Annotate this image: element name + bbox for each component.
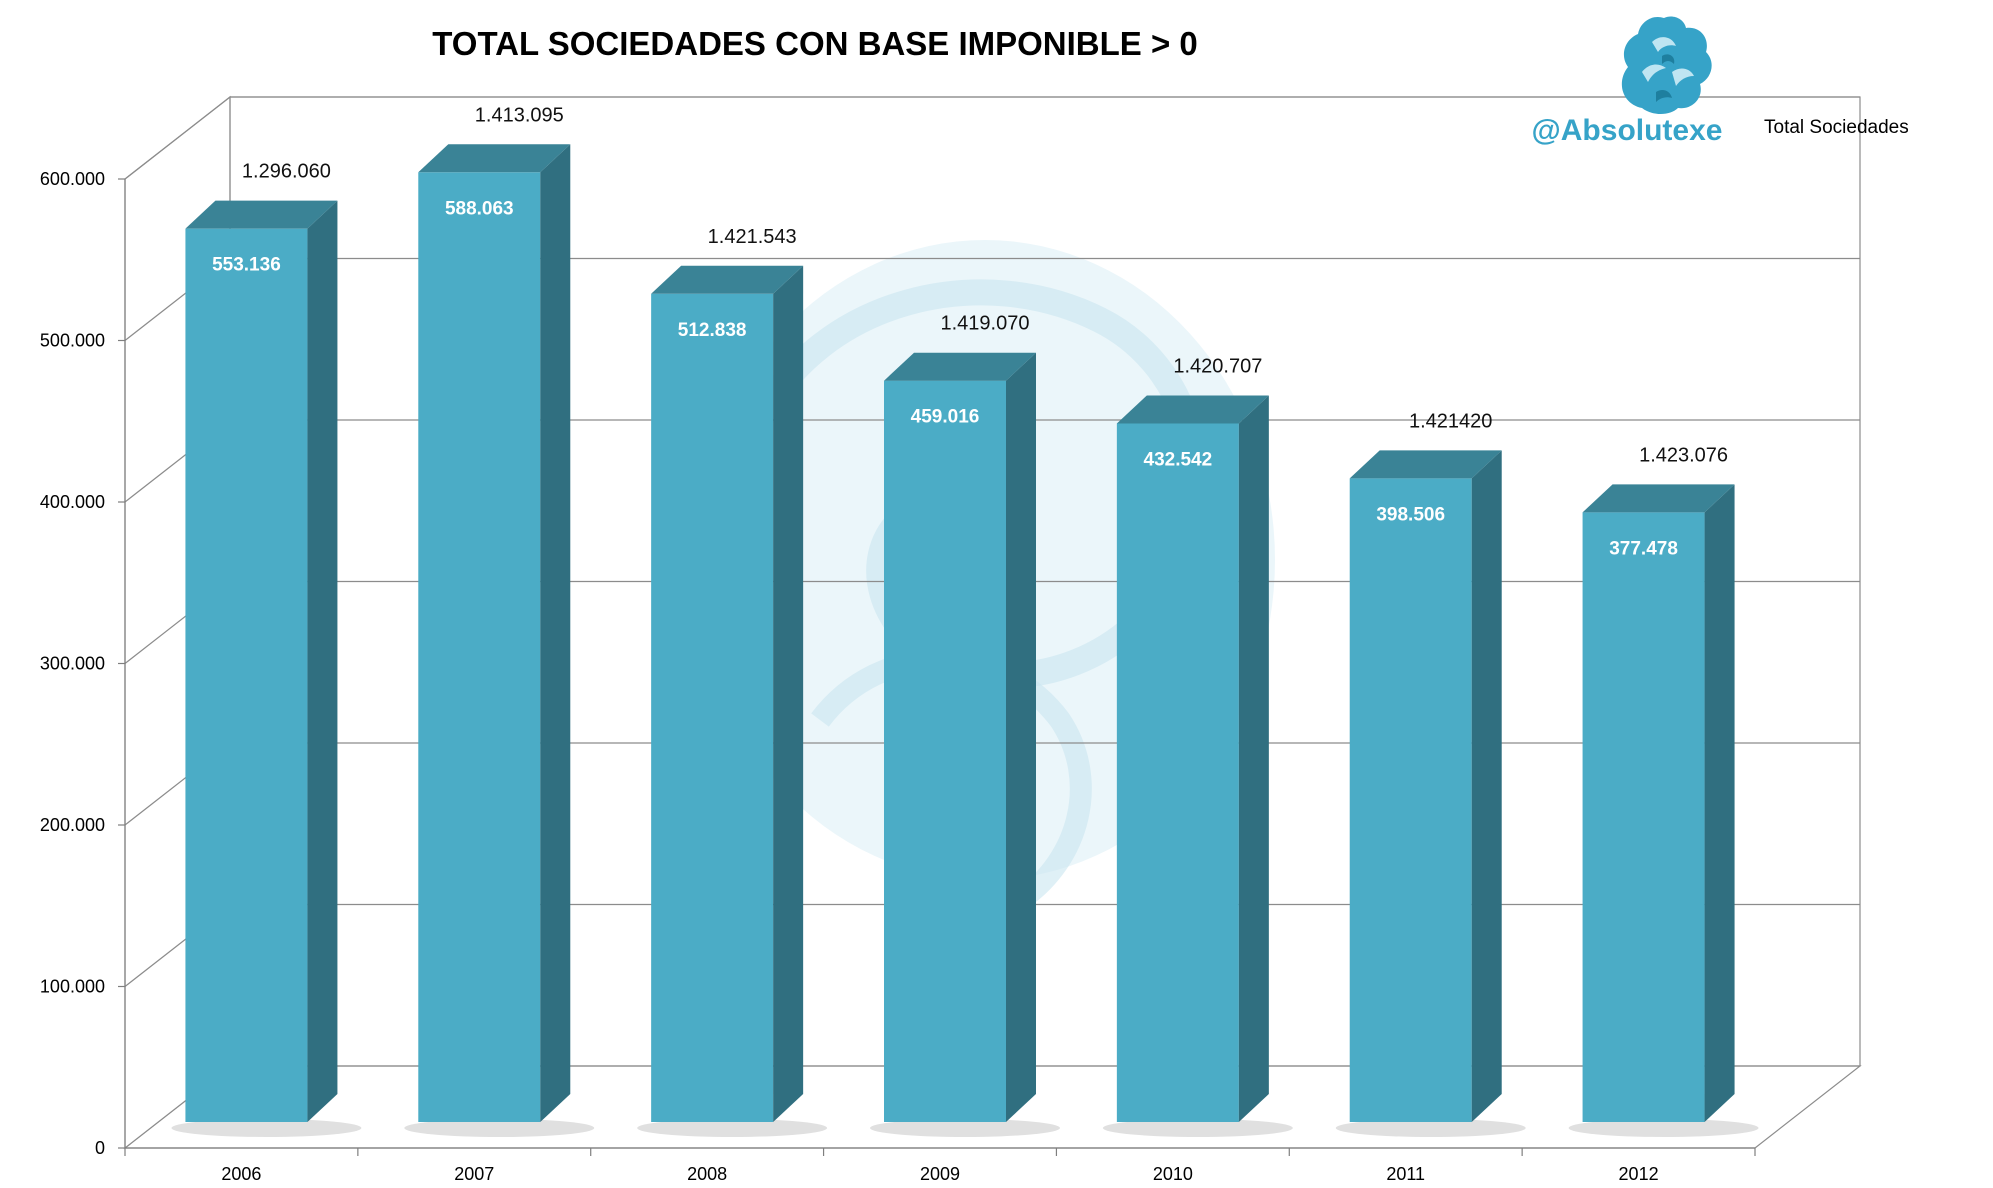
bar — [404, 144, 595, 1137]
bar-front — [185, 228, 308, 1122]
bar-side — [1006, 352, 1036, 1122]
x-tick-label: 2006 — [221, 1164, 261, 1184]
bar — [171, 200, 362, 1137]
y-tick-label: 300.000 — [40, 654, 105, 674]
y-tick-label: 100.000 — [40, 977, 105, 997]
y-tick-label: 500.000 — [40, 331, 105, 351]
total-annotation: 1.296.060 — [242, 161, 331, 183]
bar-shadow — [1102, 1119, 1293, 1137]
bar-value-label: 459.016 — [911, 407, 980, 428]
y-tick-label: 400.000 — [40, 492, 105, 512]
total-annotation: 1.419.070 — [941, 313, 1030, 335]
bar-side — [773, 265, 804, 1123]
bar-value-label: 553.136 — [212, 255, 281, 276]
bar-side — [1704, 484, 1735, 1122]
bar — [870, 352, 1060, 1137]
bar-side — [540, 144, 571, 1122]
bars — [171, 144, 1759, 1137]
bar-value-label: 512.838 — [678, 320, 747, 341]
bar-value-label: 398.506 — [1376, 504, 1445, 525]
brand-handle: @Absolutexe — [1532, 114, 1723, 147]
y-tick-label: 200.000 — [40, 815, 105, 835]
x-axis: 2006 2007 2008 2009 2010 2011 2012 — [124, 1147, 1756, 1184]
x-tick-label: 2012 — [1619, 1164, 1659, 1184]
bar — [1568, 484, 1759, 1137]
gridline-side — [124, 96, 231, 180]
bar-shadow — [171, 1119, 362, 1137]
y-axis: 0 100.000 200.000 300.000 400.000 500.000 600.… — [40, 169, 126, 1158]
x-tick-label: 2010 — [1153, 1164, 1193, 1184]
x-tick-label: 2008 — [687, 1164, 727, 1184]
total-annotation: 1.423.076 — [1639, 444, 1728, 466]
bar-front — [1349, 478, 1472, 1122]
bar-shadow — [1568, 1119, 1759, 1137]
x-tick-label: 2009 — [920, 1164, 960, 1184]
bar-front — [884, 380, 1006, 1122]
data-labels: 553.136 1.296.060 588.063 1.413.095 512.838 1… — [212, 104, 1728, 559]
y-tick-label: 0 — [95, 1138, 105, 1158]
legend-entry: Total Sociedades — [1764, 117, 1909, 138]
bar-top — [651, 265, 804, 294]
bar-value-label: 588.063 — [445, 198, 514, 219]
total-annotation: 1.413.095 — [475, 104, 564, 126]
bar-shadow — [404, 1119, 595, 1137]
bar-front — [1116, 423, 1239, 1122]
bar-top — [1349, 450, 1502, 479]
bar-front — [651, 293, 774, 1123]
bar-shadow — [637, 1119, 828, 1137]
bar-side — [307, 200, 338, 1122]
bar-value-label: 432.542 — [1144, 449, 1213, 470]
bar — [1335, 450, 1526, 1137]
bar-top — [884, 352, 1036, 381]
x-tick-label: 2011 — [1386, 1164, 1425, 1184]
bar-value-label: 377.478 — [1609, 538, 1678, 559]
griffin-icon — [1621, 16, 1712, 114]
total-annotation: 1.421420 — [1409, 410, 1492, 432]
bar-shadow — [870, 1119, 1060, 1137]
bar-shadow — [1335, 1119, 1526, 1137]
bar-side — [1238, 395, 1269, 1122]
total-annotation: 1.421.543 — [708, 226, 797, 248]
chart-title: TOTAL SOCIEDADES CON BASE IMPONIBLE > 0 — [432, 25, 1198, 62]
y-tick-label: 600.000 — [40, 169, 105, 189]
bar-top — [185, 200, 338, 229]
bar-front — [418, 172, 541, 1122]
bar-top — [418, 144, 571, 173]
bar-top — [1582, 484, 1735, 513]
bar — [637, 265, 828, 1137]
bar-front — [1582, 512, 1705, 1122]
bar — [1102, 395, 1293, 1137]
bar-top — [1116, 395, 1269, 424]
x-tick-label: 2007 — [454, 1164, 494, 1184]
bar-side — [1471, 450, 1502, 1122]
total-annotation: 1.420.707 — [1173, 355, 1262, 377]
